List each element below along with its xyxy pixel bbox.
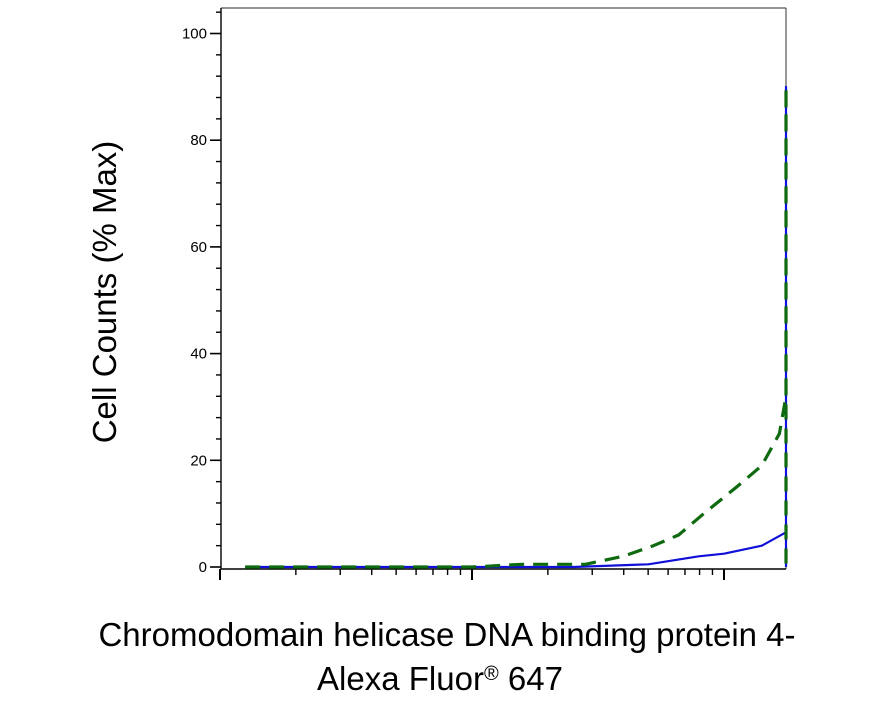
y-tick-label: 20 — [190, 452, 207, 469]
y-tick-label: 0 — [199, 559, 207, 576]
y-tick-label: 80 — [190, 132, 207, 149]
plot-frame — [220, 7, 787, 570]
series-line-1 — [245, 85, 788, 569]
x-axis — [219, 569, 725, 580]
x-axis-title-line2: Alexa Fluor® 647 — [317, 660, 563, 697]
y-tick-label: 40 — [190, 346, 207, 363]
y-axis-title: Cell Counts (% Max) — [86, 141, 123, 444]
series-layer — [245, 85, 788, 569]
y-tick-label: 60 — [190, 239, 207, 256]
y-axis: 0 20 40 60 80 100 — [182, 11, 221, 576]
x-axis-title-line2-end: 647 — [499, 660, 563, 697]
x-axis-title-line1: Chromodomain helicase DNA binding protei… — [98, 616, 795, 653]
y-tick-label: 100 — [182, 26, 207, 43]
series-line-2 — [245, 85, 788, 569]
registered-mark: ® — [484, 663, 499, 685]
x-axis-title-line2-main: Alexa Fluor — [317, 660, 484, 697]
